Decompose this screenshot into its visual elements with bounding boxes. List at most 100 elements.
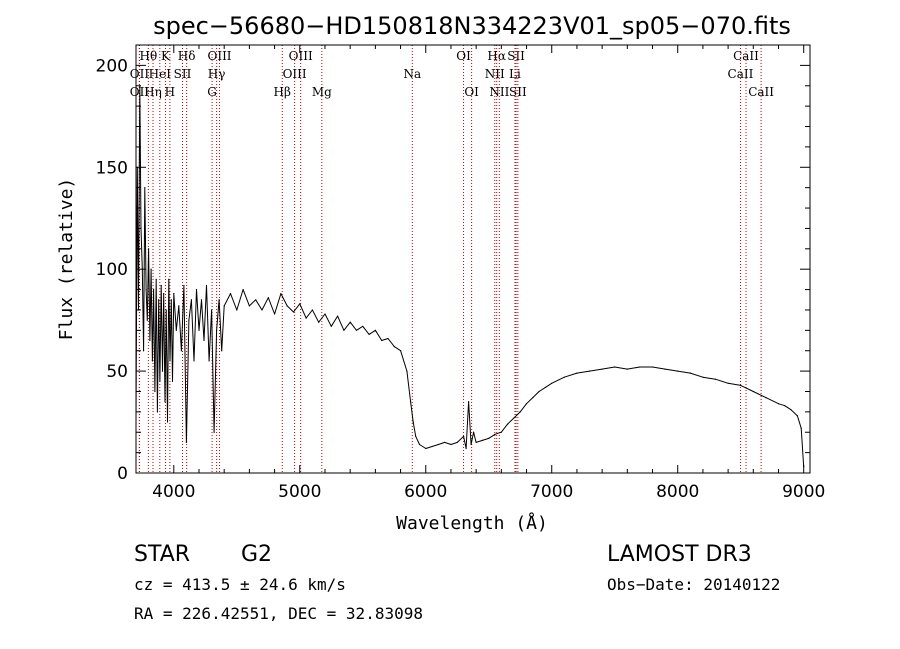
y-tick-label-2: 100 [96,260,128,280]
data-point-116 [664,368,666,370]
data-point-80 [410,401,412,403]
data-point-51 [229,293,232,295]
data-point-81 [412,421,414,423]
marker-label-10: HeI [149,67,172,81]
data-point-64 [311,309,313,311]
data-point-35 [185,441,187,443]
data-point-24 [165,309,167,311]
data-point-7 [144,187,146,189]
data-point-119 [702,376,704,378]
data-point-32 [178,305,180,307]
data-point-53 [242,289,244,291]
marker-label-0: Hθ [139,49,157,63]
data-point-104 [532,397,534,399]
data-point-6 [143,350,145,352]
redshift-readout: cz = 413.5 ± 24.6 km/s [134,575,346,594]
y-tick-label-1: 50 [106,362,128,382]
data-point-107 [551,382,553,384]
data-point-40 [198,329,200,331]
marker-label-12: Hγ [208,67,226,81]
data-point-45 [211,309,213,311]
coords-readout: RA = 226.42551, DEC = 32.83098 [134,604,423,623]
data-point-122 [740,384,742,386]
y-axis-label: Flux (relative) [56,178,77,341]
data-point-128 [796,415,799,417]
data-point-120 [714,378,717,380]
marker-label-4: OIII [289,49,313,63]
marker-label-17: CaII [728,67,754,81]
marker-label-2: Hδ [178,49,196,63]
data-point-114 [639,366,641,368]
data-point-68 [337,315,339,317]
data-point-109 [576,372,578,374]
data-point-25 [166,421,169,423]
data-point-48 [218,299,220,301]
data-point-10 [148,248,150,250]
data-point-47 [216,329,218,331]
data-point-60 [286,305,288,307]
data-point-67 [330,325,332,327]
data-point-118 [689,372,691,374]
data-point-20 [160,284,162,287]
data-point-124 [765,397,767,399]
marker-label-11: SII [174,67,192,81]
data-point-102 [519,411,521,413]
data-point-84 [425,447,427,450]
marker-label-3: OIII [207,49,231,63]
data-point-100 [507,423,509,425]
data-point-111 [601,368,603,370]
data-point-73 [368,333,370,335]
data-point-106 [544,386,547,388]
data-point-94 [473,431,475,433]
data-point-127 [790,409,792,411]
marker-label-27: CaII [748,85,774,99]
marker-label-8: CaII [733,49,759,63]
data-point-87 [444,441,446,443]
data-point-69 [343,329,345,331]
x-tick-label-1: 5000 [278,482,321,502]
object-class: STAR [134,542,190,567]
data-point-23 [164,401,166,403]
marker-label-13: OIII [283,67,307,81]
data-point-86 [437,443,439,446]
data-point-8 [145,289,147,291]
data-point-76 [387,337,389,340]
data-point-41 [200,299,203,301]
object-subclass: G2 [241,542,272,567]
data-point-58 [274,313,276,315]
data-point-103 [525,403,528,405]
data-point-61 [292,311,295,313]
data-point-88 [450,443,452,446]
data-point-92 [468,401,470,403]
marker-label-16: Li [509,67,521,81]
data-point-63 [305,317,307,319]
data-point-97 [488,437,490,439]
data-point-125 [777,403,780,405]
data-point-126 [784,405,786,407]
data-point-75 [381,339,383,342]
marker-label-19: Hη [144,85,162,99]
data-point-66 [324,313,326,315]
data-point-22 [163,293,165,295]
data-point-28 [170,299,172,301]
marker-label-24: OI [464,85,479,99]
data-point-17 [156,411,158,413]
marker-label-15: NII [485,67,505,81]
data-point-56 [261,309,263,311]
data-point-95 [475,441,477,443]
data-point-89 [456,441,458,443]
data-point-62 [299,303,301,305]
data-point-33 [180,350,182,352]
data-point-39 [195,289,198,291]
data-point-78 [400,350,402,352]
x-tick-label-4: 8000 [656,482,699,502]
data-point-74 [374,329,376,331]
data-point-52 [236,309,238,311]
data-point-113 [626,368,628,370]
data-point-93 [470,443,472,446]
y-tick-label-0: 0 [117,464,128,484]
data-point-55 [255,299,257,301]
data-point-54 [248,305,250,307]
data-point-16 [155,278,157,280]
